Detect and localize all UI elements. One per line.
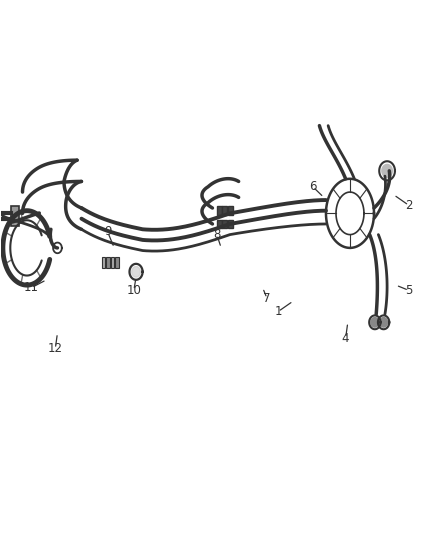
FancyBboxPatch shape — [111, 257, 114, 268]
Text: 5: 5 — [405, 284, 413, 297]
Text: 8: 8 — [213, 228, 220, 241]
FancyBboxPatch shape — [228, 206, 233, 215]
Text: 4: 4 — [342, 332, 350, 345]
FancyBboxPatch shape — [217, 206, 222, 215]
Polygon shape — [382, 165, 392, 177]
Text: 10: 10 — [127, 284, 141, 297]
Text: 11: 11 — [24, 281, 39, 294]
Polygon shape — [371, 318, 379, 327]
Polygon shape — [380, 318, 388, 327]
Text: 2: 2 — [405, 199, 413, 212]
FancyBboxPatch shape — [217, 220, 222, 228]
FancyBboxPatch shape — [102, 257, 106, 268]
FancyBboxPatch shape — [223, 206, 227, 215]
FancyBboxPatch shape — [115, 257, 119, 268]
Text: 1: 1 — [274, 305, 282, 318]
FancyBboxPatch shape — [228, 220, 233, 228]
Text: 7: 7 — [263, 292, 271, 305]
Polygon shape — [132, 266, 141, 277]
Text: 9: 9 — [104, 225, 111, 238]
Text: 12: 12 — [48, 342, 63, 356]
FancyBboxPatch shape — [11, 206, 18, 225]
FancyBboxPatch shape — [223, 220, 227, 228]
FancyBboxPatch shape — [106, 257, 110, 268]
Text: 6: 6 — [309, 180, 317, 193]
